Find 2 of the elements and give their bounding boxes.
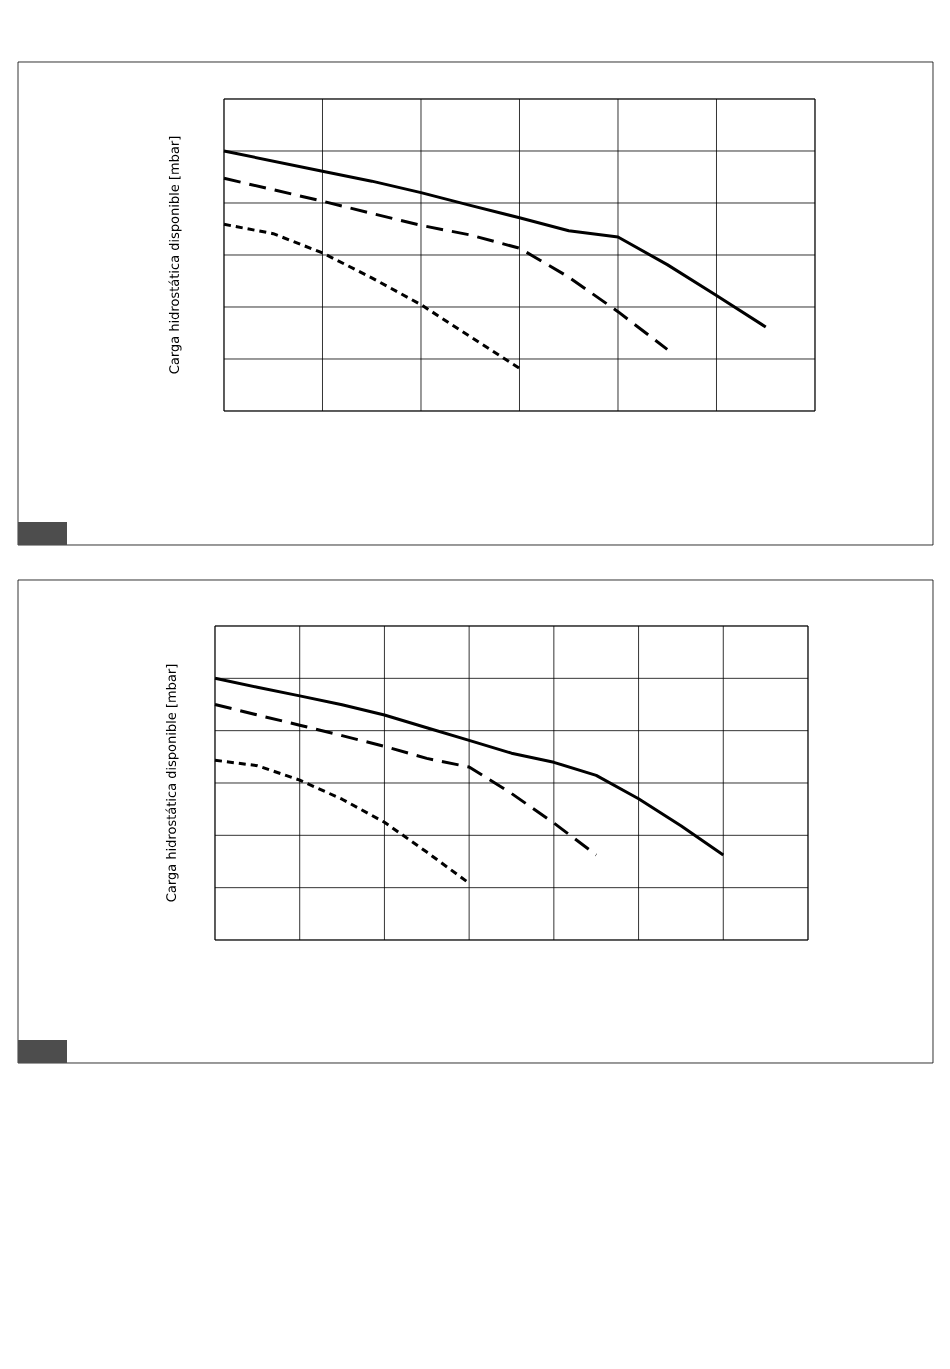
y-axis-title: Carga hidrostática disponible [mbar] — [165, 664, 179, 902]
y-axis-title: Carga hidrostática disponible [mbar] — [168, 136, 182, 374]
